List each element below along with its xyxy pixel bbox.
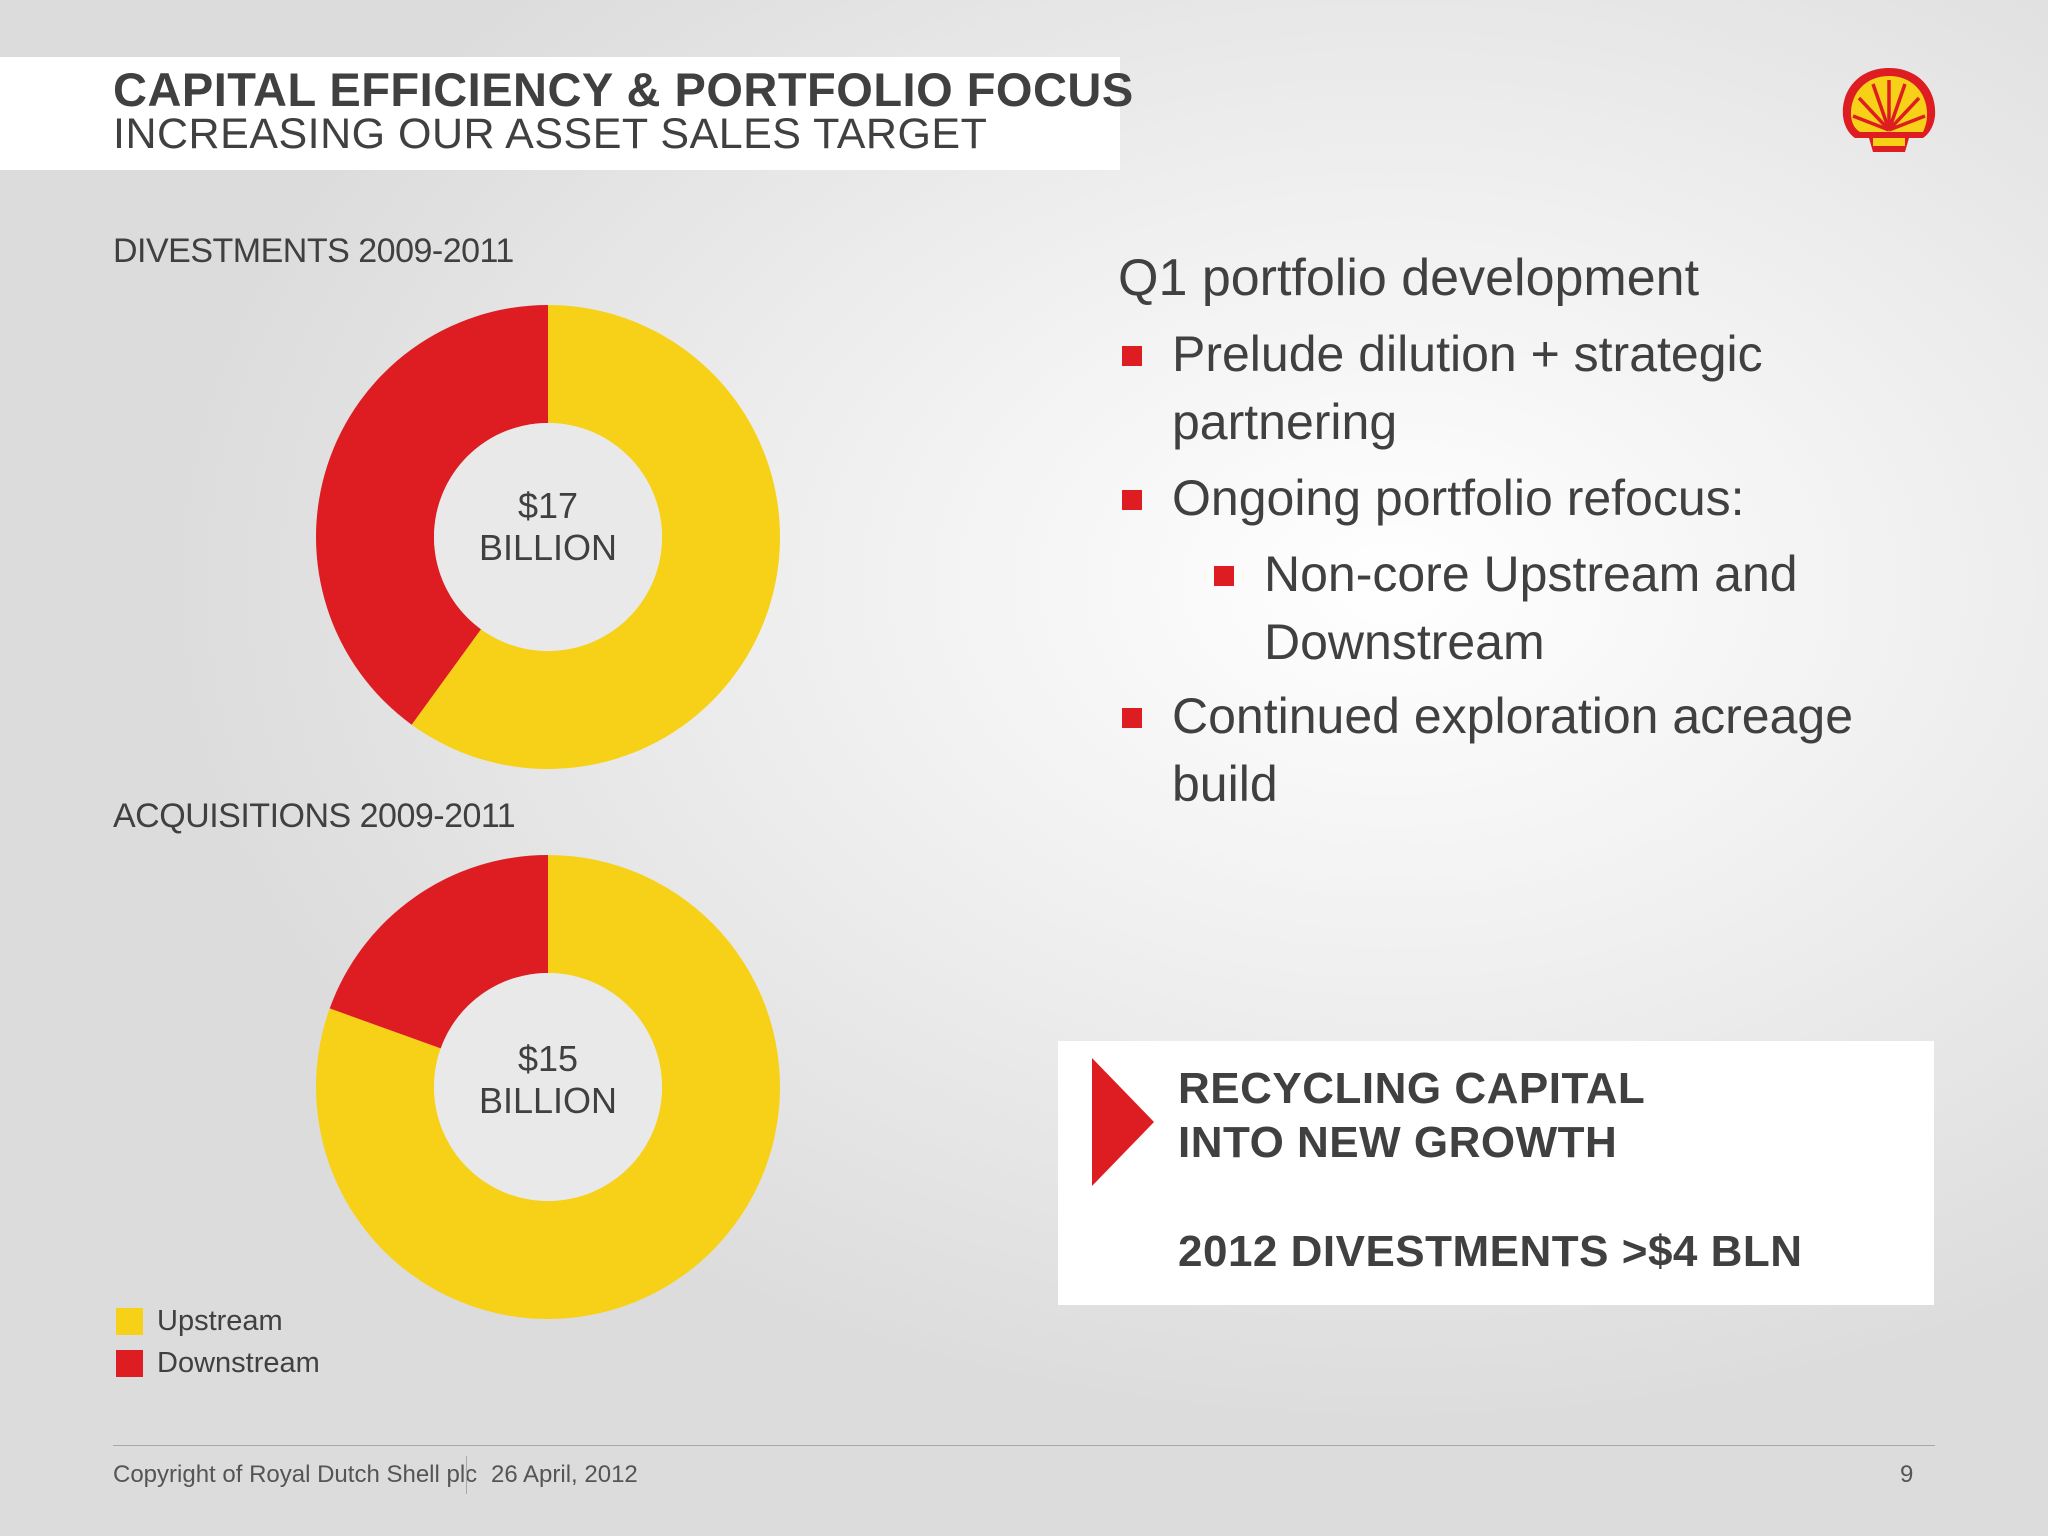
divestments-center-label: $17 BILLION bbox=[428, 485, 668, 569]
callout-line3: 2012 DIVESTMENTS >$4 BLN bbox=[1178, 1227, 1803, 1276]
bullet-refocus: Ongoing portfolio refocus: bbox=[1122, 464, 1745, 532]
footer-page-number: 9 bbox=[1900, 1461, 1914, 1488]
footer-divider bbox=[113, 1445, 1935, 1446]
bullet-noncore: Non-core Upstream and Downstream bbox=[1214, 540, 1798, 676]
legend-item-downstream: Downstream bbox=[116, 1342, 320, 1384]
legend-swatch-upstream bbox=[116, 1307, 143, 1335]
bullet-refocus-line1: Ongoing portfolio refocus: bbox=[1172, 470, 1745, 526]
donut-hole bbox=[434, 973, 662, 1201]
divestments-donut-chart bbox=[316, 305, 780, 769]
legend-swatch-downstream bbox=[116, 1349, 143, 1377]
legend-item-upstream: Upstream bbox=[116, 1300, 320, 1342]
panel-title: Q1 portfolio development bbox=[1118, 249, 1700, 307]
footer-date: 26 April, 2012 bbox=[491, 1461, 638, 1488]
chart-legend: Upstream Downstream bbox=[116, 1300, 320, 1384]
bullet-exploration: Continued exploration acreage build bbox=[1122, 682, 1854, 818]
acquisitions-donut-chart bbox=[316, 855, 780, 1319]
bullet-square-icon bbox=[1214, 566, 1234, 586]
divestments-center-unit: BILLION bbox=[478, 527, 618, 568]
callout-box bbox=[1058, 1041, 1934, 1305]
bullet-prelude-line2: partnering bbox=[1172, 394, 1398, 450]
slide-title: CAPITAL EFFICIENCY & PORTFOLIO FOCUS bbox=[113, 63, 1134, 116]
divestments-chart-title: DIVESTMENTS 2009-2011 bbox=[113, 232, 514, 270]
title-band bbox=[0, 57, 1120, 170]
bullet-exploration-line2: build bbox=[1172, 756, 1278, 812]
callout-arrow-icon bbox=[1092, 1058, 1154, 1186]
donut-slice-downstream bbox=[316, 305, 548, 725]
bullet-noncore-line2: Downstream bbox=[1264, 614, 1545, 670]
bullet-square-icon bbox=[1122, 346, 1142, 366]
donut-slice-downstream bbox=[329, 855, 548, 1049]
shell-pecten-logo-icon bbox=[1842, 68, 1936, 152]
bullet-prelude: Prelude dilution + strategic partnering bbox=[1122, 320, 1763, 456]
bullet-square-icon bbox=[1122, 708, 1142, 728]
acquisitions-chart-title: ACQUISITIONS 2009-2011 bbox=[113, 797, 516, 835]
acquisitions-center-unit: BILLION bbox=[478, 1080, 618, 1121]
donut-slice-upstream bbox=[411, 305, 780, 769]
footer-copyright: Copyright of Royal Dutch Shell plc bbox=[113, 1461, 478, 1488]
acquisitions-center-label: $15 BILLION bbox=[428, 1038, 668, 1122]
slide-subtitle: INCREASING OUR ASSET SALES TARGET bbox=[113, 110, 988, 158]
divestments-center-amount: $17 bbox=[517, 485, 579, 526]
bullet-prelude-line1: Prelude dilution + strategic bbox=[1172, 326, 1763, 382]
callout-line2: INTO NEW GROWTH bbox=[1178, 1118, 1618, 1167]
donut-slice-upstream bbox=[316, 855, 780, 1319]
callout-line1: RECYCLING CAPITAL bbox=[1178, 1064, 1646, 1113]
legend-label-downstream: Downstream bbox=[157, 1346, 320, 1379]
bullet-square-icon bbox=[1122, 490, 1142, 510]
donut-hole bbox=[434, 423, 662, 651]
acquisitions-center-amount: $15 bbox=[517, 1038, 579, 1079]
bullet-noncore-line1: Non-core Upstream and bbox=[1264, 546, 1798, 602]
bullet-exploration-line1: Continued exploration acreage bbox=[1172, 688, 1854, 744]
legend-label-upstream: Upstream bbox=[157, 1304, 283, 1337]
footer-separator bbox=[466, 1456, 467, 1494]
